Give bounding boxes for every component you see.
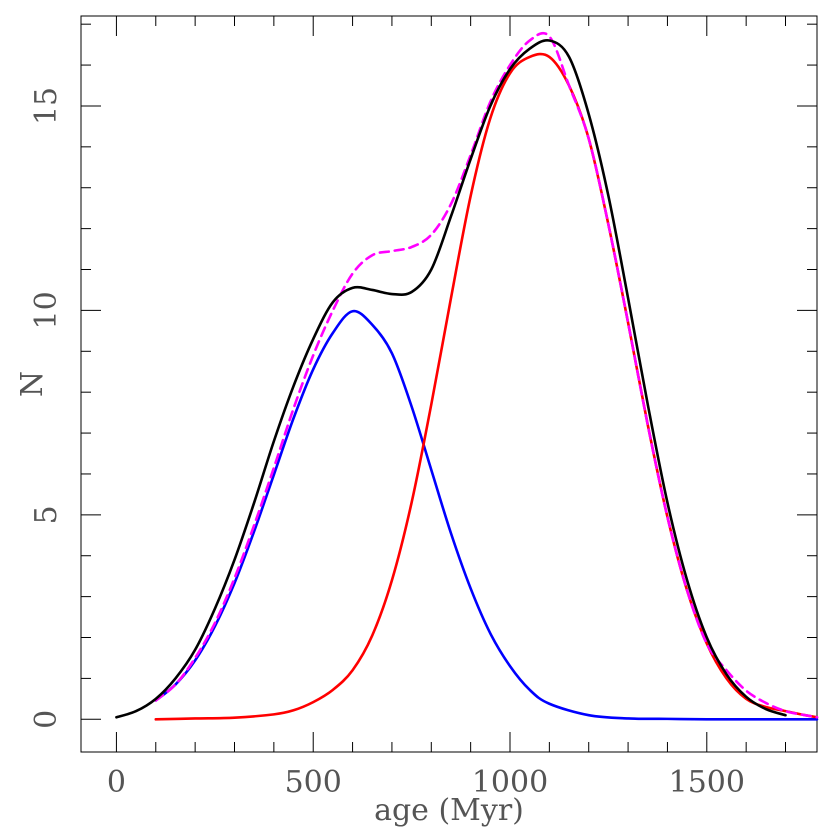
series-black-line xyxy=(115,39,787,719)
series-lines xyxy=(115,31,819,721)
y-tick-label-10: 10 xyxy=(29,291,64,329)
series-red-line xyxy=(154,52,819,721)
y-tick-label-5: 5 xyxy=(29,505,64,524)
y-axis-label: N xyxy=(15,371,50,397)
y-tick-label-0: 0 xyxy=(29,710,64,729)
x-axis-label: age (Myr) xyxy=(374,793,524,828)
series-blue-line xyxy=(154,309,819,721)
tick-labels: 0 500 1000 1500 0 5 10 15 xyxy=(29,87,745,800)
series-magenta-dashed-line xyxy=(154,31,819,719)
x-tick-label-1500: 1500 xyxy=(669,765,745,800)
x-tick-label-1000: 1000 xyxy=(472,765,548,800)
y-tick-label-15: 15 xyxy=(29,87,64,125)
plot-frame xyxy=(80,15,818,753)
x-tick-label-500: 500 xyxy=(285,765,342,800)
x-tick-label-0: 0 xyxy=(107,765,126,800)
